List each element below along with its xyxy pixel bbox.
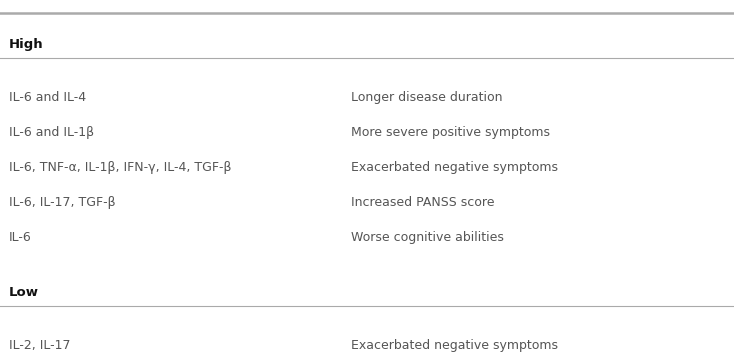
Text: IL-6: IL-6	[9, 231, 32, 244]
Text: Exacerbated negative symptoms: Exacerbated negative symptoms	[351, 339, 558, 352]
Text: IL-6 and IL-1β: IL-6 and IL-1β	[9, 126, 94, 139]
Text: IL-6 and IL-4: IL-6 and IL-4	[9, 91, 86, 104]
Text: IL-6, IL-17, TGF-β: IL-6, IL-17, TGF-β	[9, 196, 115, 209]
Text: Longer disease duration: Longer disease duration	[351, 91, 502, 104]
Text: Increased PANSS score: Increased PANSS score	[351, 196, 495, 209]
Text: Worse cognitive abilities: Worse cognitive abilities	[351, 231, 504, 244]
Text: Low: Low	[9, 286, 39, 299]
Text: More severe positive symptoms: More severe positive symptoms	[351, 126, 550, 139]
Text: IL-2, IL-17: IL-2, IL-17	[9, 339, 70, 352]
Text: Exacerbated negative symptoms: Exacerbated negative symptoms	[351, 161, 558, 174]
Text: High: High	[9, 38, 43, 51]
Text: IL-6, TNF-α, IL-1β, IFN-γ, IL-4, TGF-β: IL-6, TNF-α, IL-1β, IFN-γ, IL-4, TGF-β	[9, 161, 231, 174]
